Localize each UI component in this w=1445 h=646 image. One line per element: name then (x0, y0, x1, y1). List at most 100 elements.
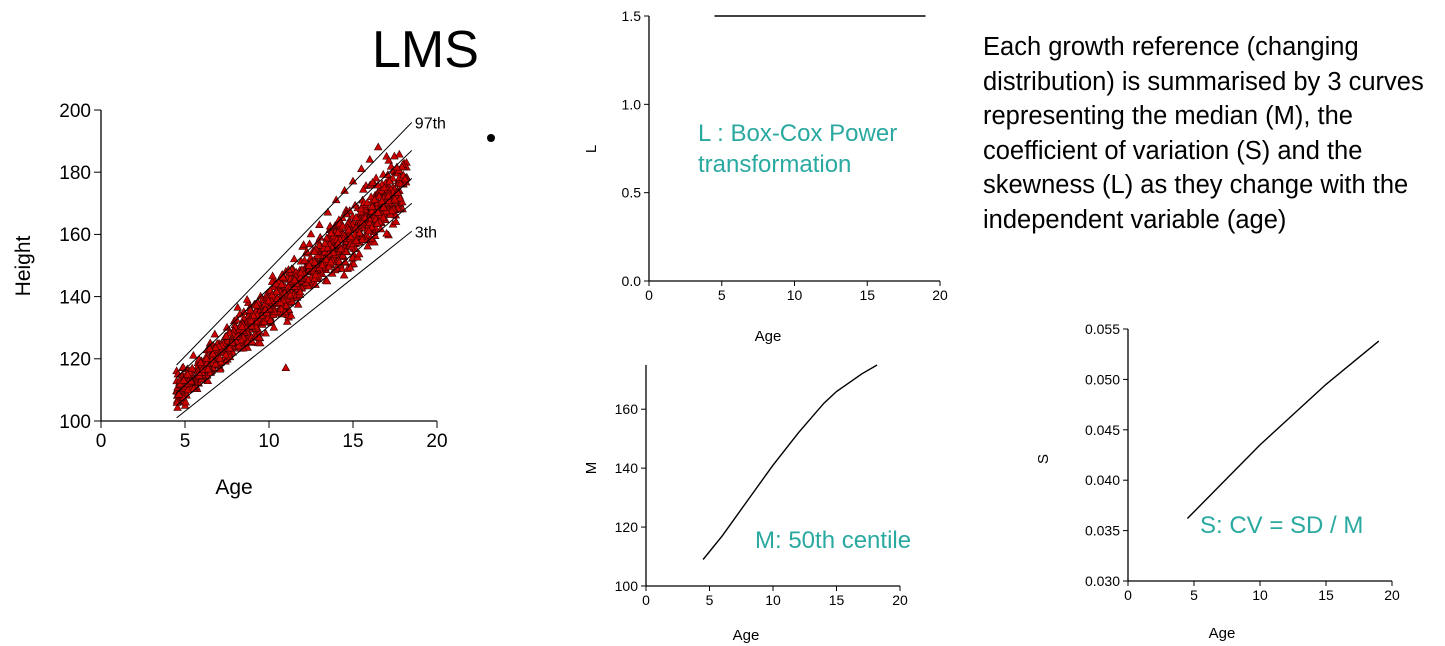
x-axis-label: Age (1209, 625, 1236, 642)
scatter-point (196, 358, 205, 366)
x-tick-label: 5 (718, 287, 726, 303)
scatter-point (382, 228, 391, 237)
x-tick-label: 15 (829, 592, 845, 608)
scatter-point (317, 260, 327, 269)
y-axis-label: S (1035, 454, 1052, 464)
x-tick-label: 10 (1252, 587, 1268, 603)
scatter-point (372, 219, 382, 227)
y-tick-label: 100 (59, 412, 91, 433)
scatter-point (390, 151, 399, 160)
scatter-point (384, 155, 394, 164)
y-tick-label: 200 (59, 101, 91, 122)
scatter-point (324, 249, 333, 258)
chart-L-curve: 0 5 10 15 20 0.0 0.5 1.0 1.5 Age L L : Box-Cox Powe… (583, 8, 948, 345)
scatter-point (304, 260, 314, 269)
scatter-point (338, 251, 348, 259)
scatter-point (371, 173, 381, 182)
chart-M-curve: 0 5 10 15 20 100 120 140 160 Age M M: 50th centile (583, 364, 911, 644)
scatter-point (370, 237, 379, 246)
centile-line (176, 178, 413, 394)
scatter-point (246, 316, 256, 325)
description-text: Each growth reference (changing distribu… (983, 33, 1424, 234)
x-tick-label: 0 (645, 287, 653, 303)
annotation-text: M: 50th centile (755, 527, 911, 554)
scatter-point (359, 184, 368, 193)
scatter-point (269, 322, 279, 331)
x-tick-label: 0 (96, 431, 107, 452)
x-tick-label: 10 (258, 431, 279, 452)
scatter-point (249, 311, 258, 319)
scatter-point (189, 350, 198, 359)
scatter-point (315, 240, 324, 249)
scatter-point (324, 262, 334, 270)
x-tick-label: 5 (706, 592, 714, 608)
scatter-point (245, 305, 255, 314)
scatter-point (234, 341, 244, 350)
y-tick-label: 160 (59, 225, 91, 246)
scatter-point (326, 257, 336, 266)
chart-height-scatter: 0 5 10 15 20 100 120 140 160 180 200 Age Height 97th 3… (12, 101, 448, 499)
chart-S-curve: 0 5 10 15 20 0.030 0.035 0.040 0.045 0.050 0.055 Ag… (1035, 321, 1400, 642)
scatter-point (363, 241, 373, 250)
scatter-point (210, 329, 220, 338)
scatter-point (368, 177, 377, 186)
scatter-point (254, 333, 264, 341)
x-tick-label: 15 (1318, 587, 1334, 603)
scatter-point (202, 354, 211, 362)
scatter-point (365, 154, 375, 163)
scatter-point (221, 331, 231, 340)
scatter-point (393, 188, 403, 196)
scatter-point (337, 264, 347, 272)
scatter-point (293, 299, 303, 308)
scatter-point (225, 343, 235, 352)
scatter-point (390, 194, 400, 203)
scatter-point (266, 315, 275, 324)
scatter-point (282, 316, 292, 325)
y-tick-label: 0.035 (1085, 523, 1120, 539)
scatter-point (374, 191, 384, 200)
y-tick-label: 1.5 (622, 8, 642, 24)
centile-line (176, 122, 413, 366)
bullet-dot (487, 134, 495, 142)
y-tick-label: 140 (59, 287, 91, 308)
scatter-point (310, 247, 319, 255)
scatter-point (397, 162, 407, 171)
scatter-point (211, 343, 221, 352)
centile-label: 97th (415, 115, 446, 132)
scatter-point (315, 220, 324, 228)
scatter-point (322, 276, 332, 285)
scatter-point (379, 203, 388, 211)
scatter-point (331, 195, 341, 204)
y-tick-label: 140 (615, 460, 639, 476)
scatter-point (379, 213, 388, 222)
scatter-point (364, 226, 373, 235)
scatter-point (261, 328, 270, 337)
scatter-point (242, 294, 252, 303)
scatter-point (336, 244, 346, 253)
scatter-point (400, 174, 410, 183)
centile-label: 3th (415, 224, 437, 241)
y-axis-label: M (583, 462, 600, 475)
y-tick-label: 120 (615, 519, 639, 535)
scatter-point (237, 322, 247, 330)
scatter-point (247, 321, 256, 330)
scatter-point (285, 290, 295, 299)
scatter-point (221, 350, 231, 359)
scatter-point (311, 270, 320, 279)
scatter-point (296, 268, 306, 277)
y-tick-label: 0.030 (1085, 573, 1120, 589)
scatter-point (215, 353, 225, 362)
x-axis-label: Age (215, 476, 252, 499)
scatter-point (295, 287, 305, 296)
scatter-point (203, 364, 213, 373)
x-tick-label: 20 (932, 287, 948, 303)
x-tick-label: 15 (859, 287, 875, 303)
y-tick-label: 0.0 (622, 273, 642, 289)
scatter-point (181, 397, 191, 406)
scatter-point (232, 314, 241, 323)
scatter-point (366, 192, 376, 201)
scatter-point (391, 217, 401, 225)
y-axis-label: Height (12, 235, 35, 296)
scatter-point (354, 249, 364, 258)
